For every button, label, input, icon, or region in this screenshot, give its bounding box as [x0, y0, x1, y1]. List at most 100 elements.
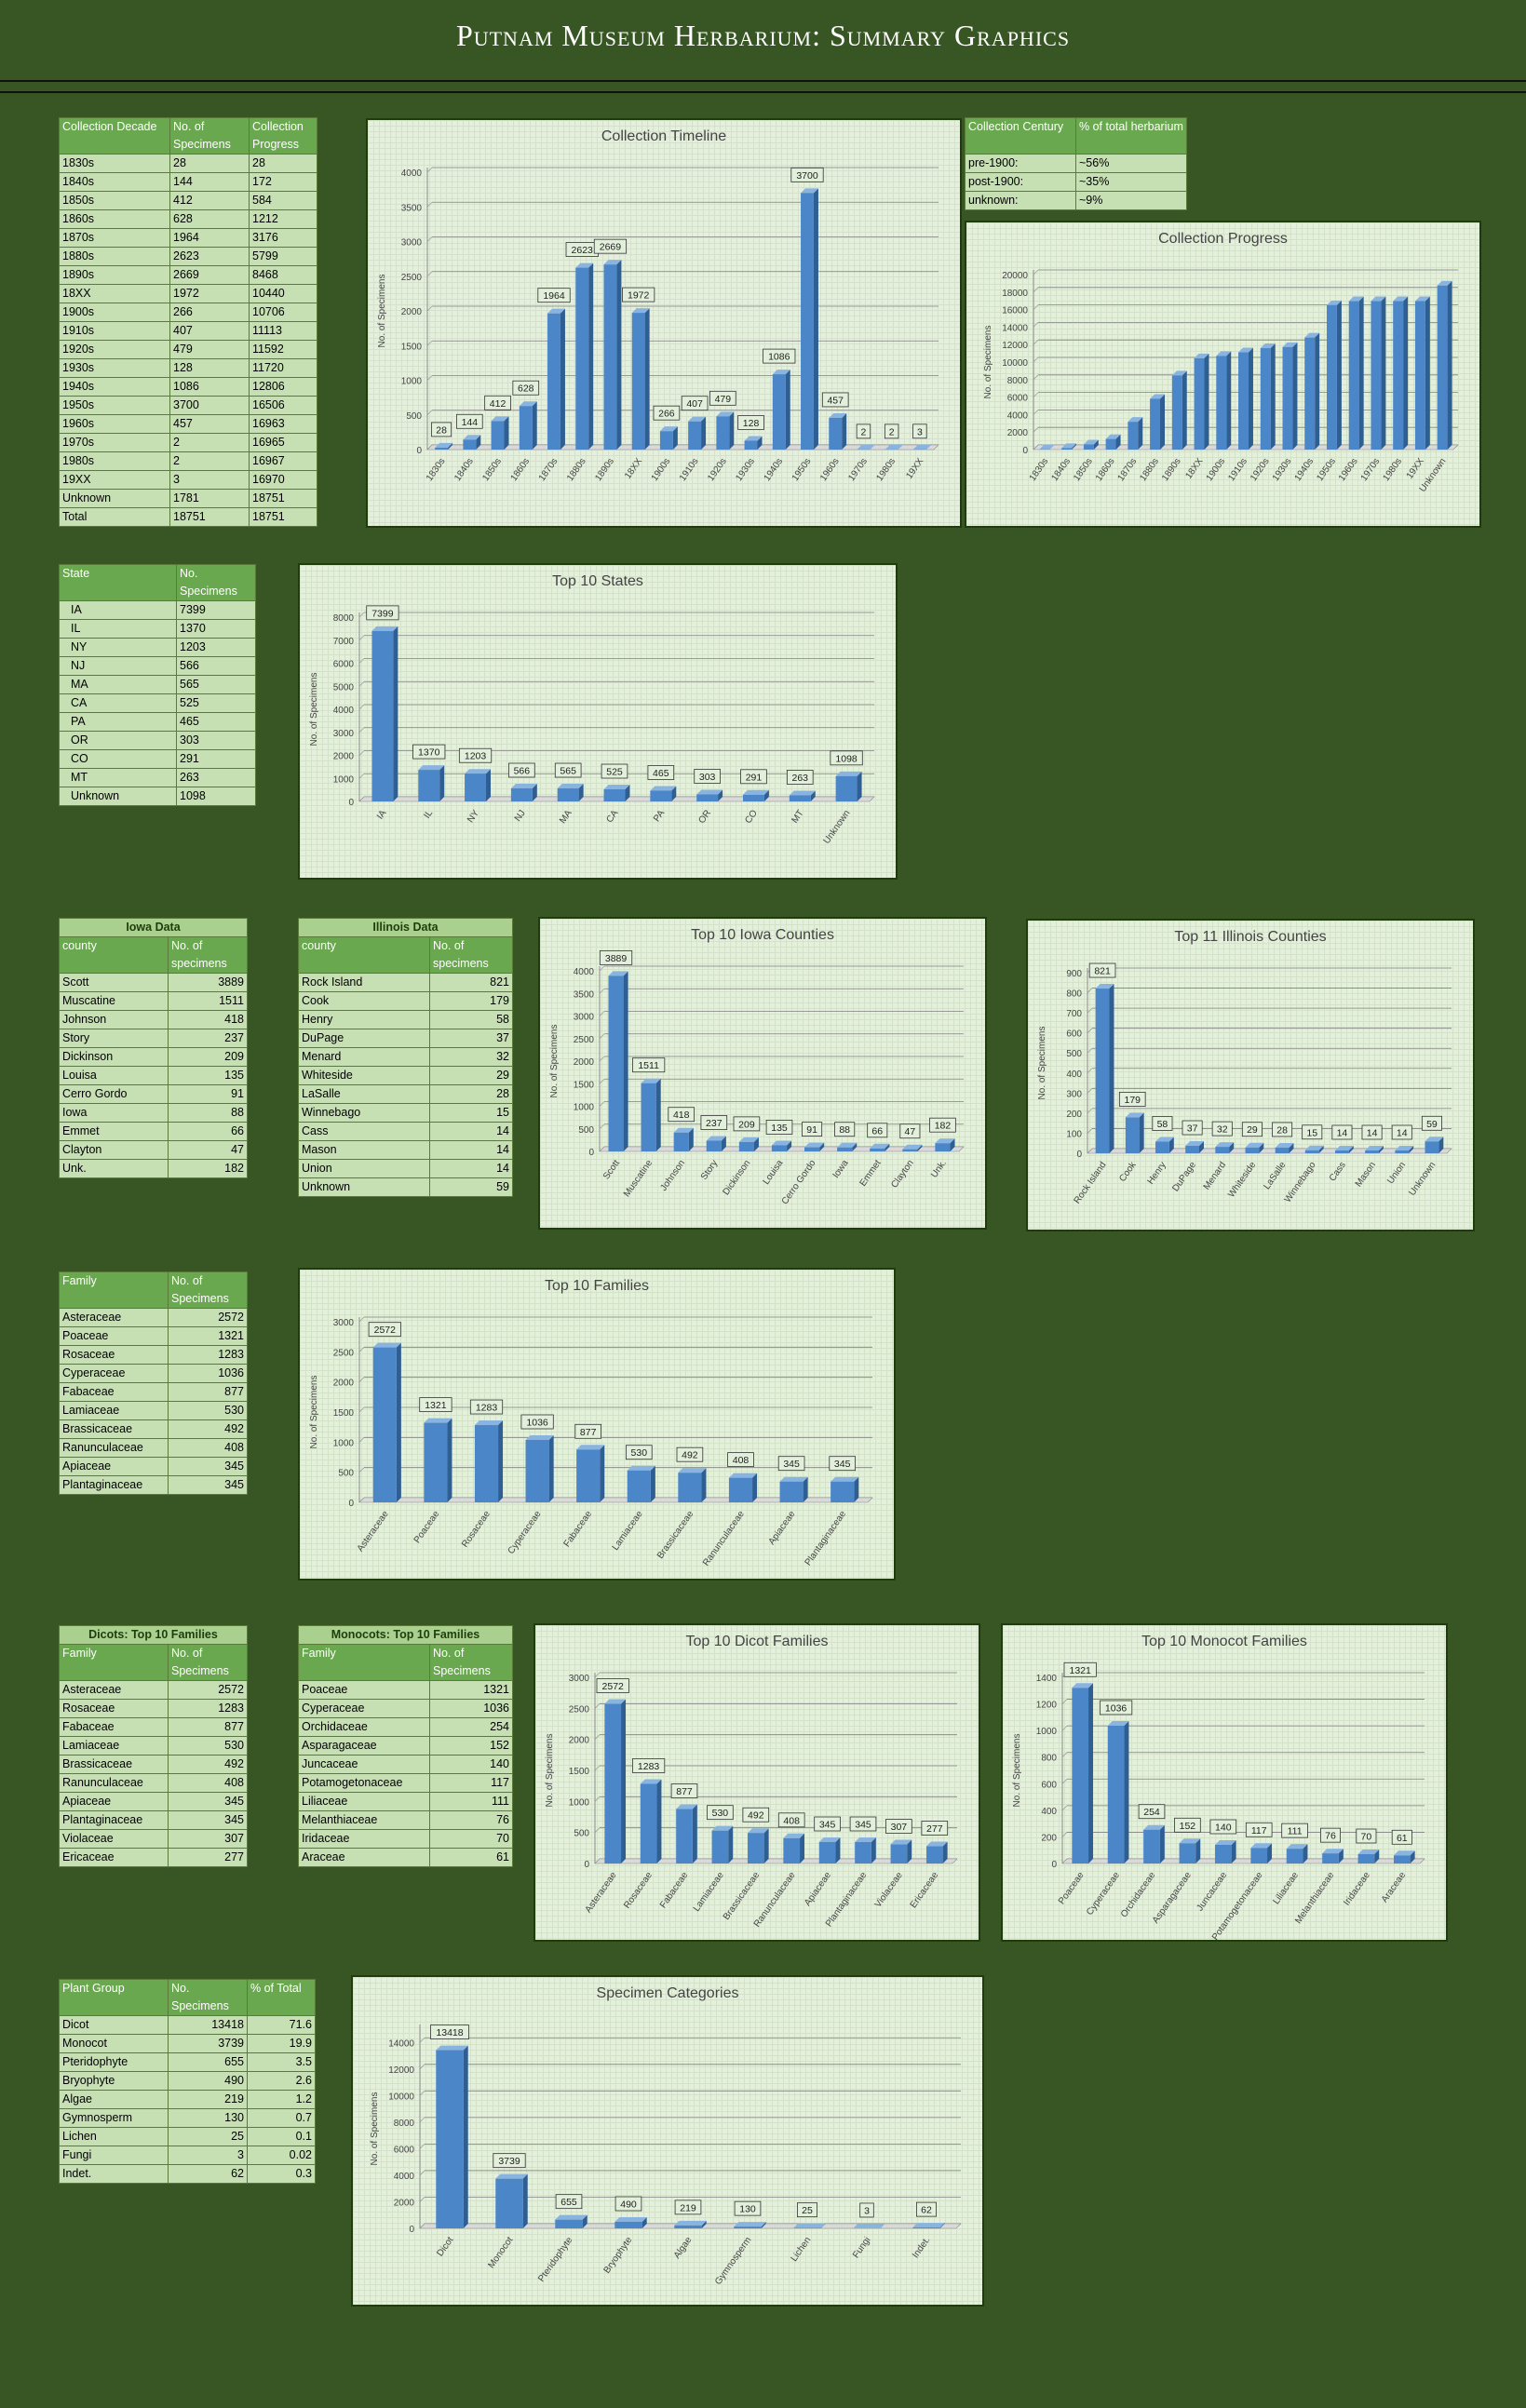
- table-cell: 479: [169, 340, 250, 359]
- bar-top: [734, 2222, 766, 2227]
- bar: [935, 1138, 955, 1151]
- bar-front: [555, 2219, 583, 2228]
- data-label-box: [899, 1123, 921, 1139]
- y-tick-label: 200: [1066, 1110, 1082, 1120]
- title-divider-bottom: [0, 91, 1526, 93]
- gridline-depth: [599, 1033, 605, 1040]
- y-tick-label: 20000: [1002, 271, 1028, 281]
- bar-top: [688, 416, 707, 422]
- table-cell: Poaceae: [298, 1680, 430, 1700]
- bar-top: [1171, 370, 1187, 376]
- bar-front: [870, 1148, 885, 1151]
- gridline-depth: [1033, 287, 1039, 293]
- table-cell: 565: [176, 675, 256, 694]
- y-tick-label: 1500: [574, 1080, 595, 1090]
- data-label: 1321: [425, 1400, 447, 1411]
- bar-top: [1437, 280, 1452, 286]
- y-tick-label: 0: [348, 798, 354, 808]
- bar: [1335, 1145, 1354, 1153]
- x-tick-label: 1930s: [1271, 456, 1294, 483]
- gridline-depth: [358, 1467, 365, 1473]
- data-label-box: [1356, 1828, 1377, 1844]
- bar: [1304, 1145, 1324, 1153]
- bar: [706, 1136, 726, 1151]
- bar-front: [711, 1830, 729, 1863]
- bar: [1072, 1683, 1094, 1863]
- table-row: Asteraceae 2572: [59, 1308, 248, 1327]
- table-cell: Henry: [298, 1010, 430, 1029]
- data-label: 28: [436, 424, 447, 436]
- bar-front: [1216, 356, 1227, 450]
- bar-front: [474, 1425, 499, 1502]
- chart-svg: Top 10 Dicot Families 0 500 1000 1500 2000 250…: [545, 1634, 958, 1930]
- bar: [829, 412, 847, 450]
- data-label: 263: [792, 773, 809, 784]
- table-cell: Melanthiaceae: [298, 1810, 430, 1830]
- table-row: Cook 179: [298, 991, 513, 1011]
- table-cell: Asteraceae: [59, 1308, 169, 1327]
- bar-front: [1425, 1141, 1439, 1153]
- bar: [831, 1476, 859, 1502]
- data-label: 152: [1180, 1821, 1196, 1832]
- data-label: 179: [1124, 1095, 1141, 1106]
- data-label: 345: [855, 1820, 871, 1831]
- table-cell: 457: [169, 414, 250, 434]
- bar-top: [783, 1833, 805, 1838]
- data-label: 3: [864, 2205, 870, 2216]
- bar-side: [1292, 342, 1298, 450]
- x-tick-label: 1890s: [593, 456, 616, 483]
- bar-top: [1425, 1137, 1444, 1142]
- table-cell: 877: [168, 1717, 248, 1737]
- y-tick-label: 4000: [401, 168, 423, 179]
- table-cell: Scott: [59, 973, 169, 992]
- bar-front: [1128, 422, 1139, 450]
- data-label-box: [632, 1057, 666, 1073]
- y-tick-label: 7000: [333, 637, 355, 647]
- table-title: Iowa Data: [59, 918, 248, 937]
- table-cell: Poaceae: [59, 1326, 169, 1346]
- table-cell: 12806: [249, 377, 317, 397]
- table-row: Ericaceae 277: [59, 1848, 248, 1867]
- bar-front: [463, 439, 477, 450]
- table-cell: Total: [59, 507, 170, 527]
- table-row: Juncaceae 140: [298, 1755, 513, 1774]
- data-label-box: [849, 1816, 877, 1832]
- y-tick-label: 18000: [1002, 289, 1028, 299]
- table-row: LaSalle 28: [298, 1084, 513, 1104]
- data-label: 492: [748, 1810, 764, 1822]
- bar-side: [439, 765, 445, 801]
- table-row: 1960s 457 16963: [59, 414, 317, 434]
- table-row: Lamiaceae 530: [59, 1401, 248, 1420]
- table-cell: 1036: [168, 1364, 248, 1383]
- table-cell: NY: [59, 638, 177, 657]
- bar-top: [678, 1468, 707, 1473]
- data-label: 1283: [638, 1761, 660, 1772]
- y-tick-label: 6000: [394, 2145, 415, 2155]
- bar-front: [688, 421, 702, 450]
- data-label: 490: [620, 2199, 637, 2211]
- x-tick-label: Violaceae: [873, 1870, 905, 1909]
- bar-front: [1061, 448, 1073, 450]
- bar-side: [1403, 296, 1409, 450]
- x-tick-label: Clayton: [889, 1158, 915, 1190]
- data-label: 1036: [526, 1418, 548, 1429]
- table-cell: Unk.: [59, 1159, 169, 1178]
- bar-top: [436, 2045, 468, 2051]
- data-label-box: [912, 424, 927, 439]
- x-tick-label: Ericaceae: [909, 1870, 941, 1910]
- x-tick-label: 1860s: [509, 456, 533, 483]
- bar-side: [871, 1837, 876, 1863]
- data-label-box: [601, 763, 628, 779]
- table-cell: 1511: [168, 991, 248, 1011]
- table-cell: 19XX: [59, 470, 170, 490]
- bar: [1260, 343, 1276, 450]
- table-row: Johnson 418: [59, 1010, 248, 1029]
- table-row: Fungi 3 0.02: [59, 2146, 316, 2165]
- bar-side: [763, 1828, 769, 1863]
- data-label-box: [700, 1115, 728, 1130]
- bar: [837, 1142, 858, 1151]
- table-cell: Fungi: [59, 2146, 169, 2165]
- table-row: Apiaceae 345: [59, 1792, 248, 1811]
- bar-front: [1371, 301, 1382, 450]
- y-tick-label: 2500: [569, 1704, 590, 1715]
